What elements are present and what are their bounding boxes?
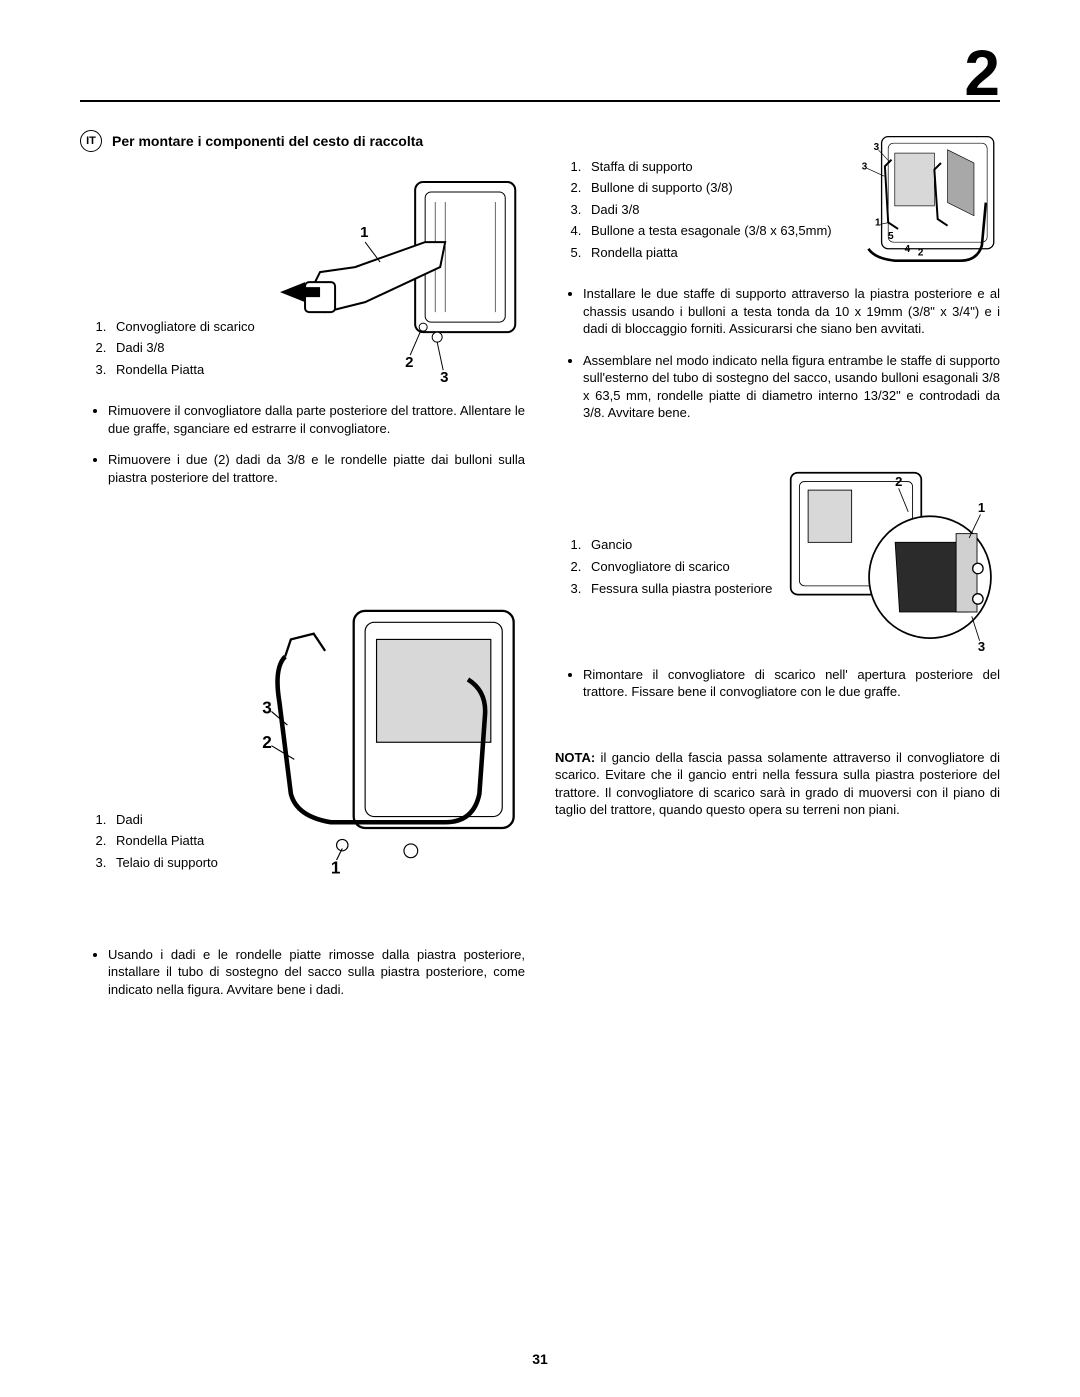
legend-item: Dadi	[110, 811, 218, 829]
callout: 3	[440, 369, 448, 386]
callout: 2	[405, 354, 413, 371]
figure-1: 1 2 3	[265, 172, 525, 392]
figure-2-legend: Dadi Rondella Piatta Telaio di supporto	[110, 811, 218, 876]
svg-text:3: 3	[861, 162, 867, 173]
note-text: il gancio della fascia passa solamente a…	[555, 750, 1000, 818]
legend-item: Dadi 3/8	[110, 339, 255, 357]
figure-1-legend: Convogliatore di scarico Dadi 3/8 Rondel…	[110, 318, 255, 383]
header-rule	[80, 100, 1000, 102]
figure-2: 3 2 1	[228, 588, 525, 885]
callout: 2	[262, 732, 272, 752]
legend-item: Staffa di supporto	[585, 158, 832, 176]
legend-item: Bullone di supporto (3/8)	[585, 179, 832, 197]
svg-text:2: 2	[918, 247, 924, 258]
bullet-item: Rimuovere il convogliatore dalla parte p…	[108, 402, 525, 437]
svg-text:1: 1	[875, 218, 881, 229]
svg-text:2: 2	[896, 474, 903, 489]
legend-item: Fessura sulla piastra posteriore	[585, 580, 772, 598]
bullet-item: Assemblare nel modo indicato nella figur…	[583, 352, 1000, 422]
chapter-number: 2	[964, 30, 1000, 116]
bullet-item: Installare le due staffe di supporto att…	[583, 285, 1000, 338]
figure-3: 3 3 1 5 4 2	[842, 130, 1000, 275]
bullets-2: Usando i dadi e le rondelle piatte rimos…	[108, 946, 525, 1013]
page-number: 31	[0, 1350, 1080, 1369]
legend-item: Rondella piatta	[585, 244, 832, 262]
title-text: Per montare i componenti del cesto di ra…	[112, 132, 423, 151]
callout: 1	[331, 858, 341, 878]
figure-3-legend: Staffa di supporto Bullone di supporto (…	[585, 158, 832, 266]
left-column: IT Per montare i componenti del cesto di…	[80, 130, 525, 1337]
svg-text:1: 1	[978, 500, 985, 515]
legend-item: Gancio	[585, 536, 772, 554]
callout: 1	[360, 224, 368, 241]
figure-4: 2 1 3	[782, 464, 1000, 656]
bullets-4: Rimontare il convogliatore di scarico ne…	[583, 666, 1000, 715]
svg-text:3: 3	[978, 639, 985, 654]
svg-text:4: 4	[904, 244, 910, 255]
figure-1-row: Convogliatore di scarico Dadi 3/8 Rondel…	[80, 172, 525, 402]
note-label: NOTA:	[555, 750, 595, 765]
language-badge: IT	[80, 130, 102, 152]
legend-item: Bullone a testa esagonale (3/8 x 63,5mm)	[585, 222, 832, 240]
bullet-item: Rimontare il convogliatore di scarico ne…	[583, 666, 1000, 701]
bullets-3: Installare le due staffe di supporto att…	[583, 285, 1000, 436]
legend-item: Telaio di supporto	[110, 854, 218, 872]
figure-2-row: Dadi Rondella Piatta Telaio di supporto …	[80, 588, 525, 895]
legend-item: Convogliatore di scarico	[110, 318, 255, 336]
figure-4-row: Gancio Convogliatore di scarico Fessura …	[555, 464, 1000, 666]
content-area: IT Per montare i componenti del cesto di…	[80, 130, 1000, 1337]
section-title: IT Per montare i componenti del cesto di…	[80, 130, 525, 152]
figure-3-row: Staffa di supporto Bullone di supporto (…	[555, 130, 1000, 285]
bullet-item: Rimuovere i due (2) dadi da 3/8 e le ron…	[108, 451, 525, 486]
figure-4-legend: Gancio Convogliatore di scarico Fessura …	[585, 536, 772, 601]
legend-item: Dadi 3/8	[585, 201, 832, 219]
bullet-item: Usando i dadi e le rondelle piatte rimos…	[108, 946, 525, 999]
bullets-1: Rimuovere il convogliatore dalla parte p…	[108, 402, 525, 500]
callout: 3	[262, 698, 272, 718]
legend-item: Convogliatore di scarico	[585, 558, 772, 576]
note: NOTA: il gancio della fascia passa solam…	[555, 749, 1000, 819]
legend-item: Rondella Piatta	[110, 832, 218, 850]
svg-text:3: 3	[873, 142, 879, 153]
svg-text:5: 5	[888, 231, 894, 242]
right-column: Staffa di supporto Bullone di supporto (…	[555, 130, 1000, 1337]
legend-item: Rondella Piatta	[110, 361, 255, 379]
